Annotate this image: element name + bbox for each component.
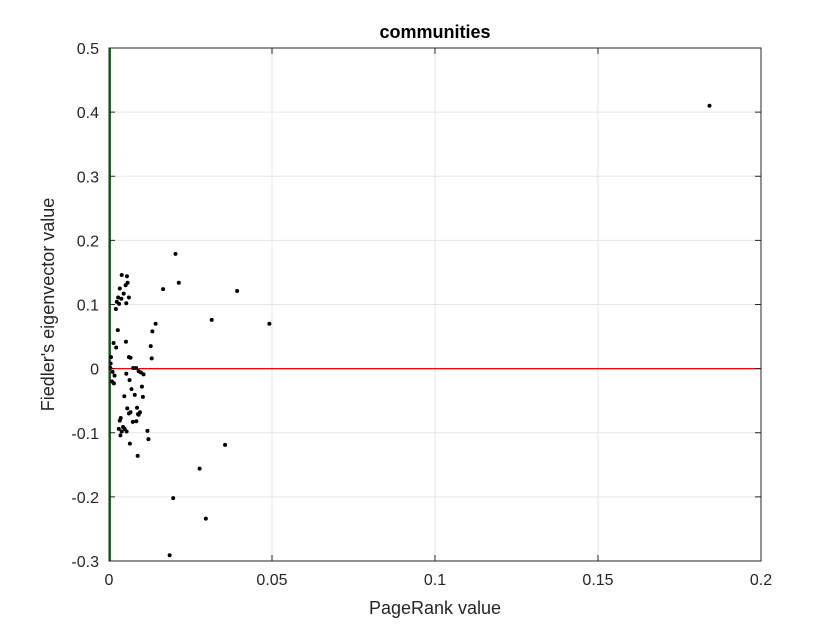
data-point bbox=[117, 301, 122, 306]
data-point bbox=[150, 329, 155, 334]
data-point bbox=[130, 419, 135, 424]
data-point bbox=[108, 355, 113, 360]
data-point bbox=[223, 442, 228, 447]
data-point bbox=[119, 296, 124, 301]
data-point bbox=[123, 339, 128, 344]
data-point bbox=[146, 437, 151, 442]
x-tick-label: 0.05 bbox=[256, 572, 287, 589]
data-point bbox=[134, 365, 139, 370]
y-tick-label: 0.5 bbox=[77, 41, 99, 58]
y-tick-label: 0.1 bbox=[77, 298, 99, 315]
data-point bbox=[167, 553, 172, 558]
x-tick-label: 0.1 bbox=[424, 572, 446, 589]
data-point bbox=[118, 433, 123, 438]
data-point bbox=[171, 496, 176, 501]
y-axis-title: Fiedler's eigenvector value bbox=[38, 198, 58, 412]
data-point bbox=[153, 321, 158, 326]
data-point bbox=[124, 301, 129, 306]
data-point bbox=[116, 426, 121, 431]
data-point bbox=[136, 412, 141, 417]
y-tick-label: 0.4 bbox=[77, 105, 99, 122]
data-point bbox=[114, 345, 119, 350]
data-point bbox=[135, 405, 140, 410]
data-point bbox=[113, 306, 118, 311]
data-point bbox=[148, 344, 153, 349]
x-tick-label: 0.15 bbox=[582, 572, 613, 589]
data-point bbox=[126, 295, 131, 300]
data-point bbox=[125, 406, 130, 411]
data-point bbox=[128, 355, 133, 360]
data-point bbox=[203, 516, 208, 521]
data-point bbox=[121, 291, 126, 296]
data-point bbox=[135, 453, 140, 458]
data-point bbox=[197, 466, 202, 471]
data-points bbox=[108, 103, 712, 558]
axis-ticks bbox=[108, 47, 762, 562]
x-axis-title: PageRank value bbox=[369, 598, 501, 618]
data-point bbox=[141, 372, 146, 377]
data-point bbox=[127, 441, 132, 446]
data-point bbox=[131, 365, 136, 370]
data-point bbox=[108, 361, 113, 366]
data-point bbox=[119, 273, 124, 278]
data-point bbox=[140, 394, 145, 399]
data-point bbox=[139, 384, 144, 389]
data-point bbox=[707, 103, 712, 108]
data-point bbox=[117, 418, 122, 423]
data-point bbox=[161, 287, 166, 292]
data-point bbox=[115, 328, 120, 333]
data-point bbox=[124, 274, 129, 279]
data-point bbox=[116, 295, 121, 300]
y-tick-label: -0.3 bbox=[71, 554, 99, 571]
y-tick-label: 0 bbox=[90, 362, 99, 379]
data-point bbox=[110, 369, 115, 374]
data-point bbox=[111, 381, 116, 386]
data-point bbox=[176, 280, 181, 285]
data-point bbox=[235, 289, 240, 294]
y-tick-label: 0.3 bbox=[77, 169, 99, 186]
x-tick-label: 0.2 bbox=[750, 572, 772, 589]
data-point bbox=[127, 378, 132, 383]
data-point bbox=[122, 394, 127, 399]
data-point bbox=[117, 286, 122, 291]
data-point bbox=[129, 387, 134, 392]
data-point bbox=[124, 429, 129, 434]
y-tick-labels: -0.3 -0.2 -0.1 0 0.1 0.2 0.3 0.4 0.5 bbox=[71, 41, 99, 571]
data-point bbox=[134, 419, 139, 424]
data-point bbox=[128, 410, 133, 415]
y-tick-label: -0.2 bbox=[71, 490, 99, 507]
data-point bbox=[145, 428, 150, 433]
data-point bbox=[124, 371, 129, 376]
y-tick-label: 0.2 bbox=[77, 233, 99, 250]
data-point bbox=[112, 373, 117, 378]
data-point bbox=[125, 280, 130, 285]
data-point bbox=[149, 356, 154, 361]
data-point bbox=[119, 429, 124, 434]
data-point bbox=[209, 317, 214, 322]
data-point bbox=[132, 392, 137, 397]
chart-title: communities bbox=[379, 22, 490, 42]
x-tick-label: 0 bbox=[105, 572, 114, 589]
x-tick-labels: 0 0.05 0.1 0.15 0.2 bbox=[105, 572, 773, 589]
data-point bbox=[173, 251, 178, 256]
data-point bbox=[111, 340, 116, 345]
y-tick-label: -0.1 bbox=[71, 426, 99, 443]
data-point bbox=[267, 321, 272, 326]
